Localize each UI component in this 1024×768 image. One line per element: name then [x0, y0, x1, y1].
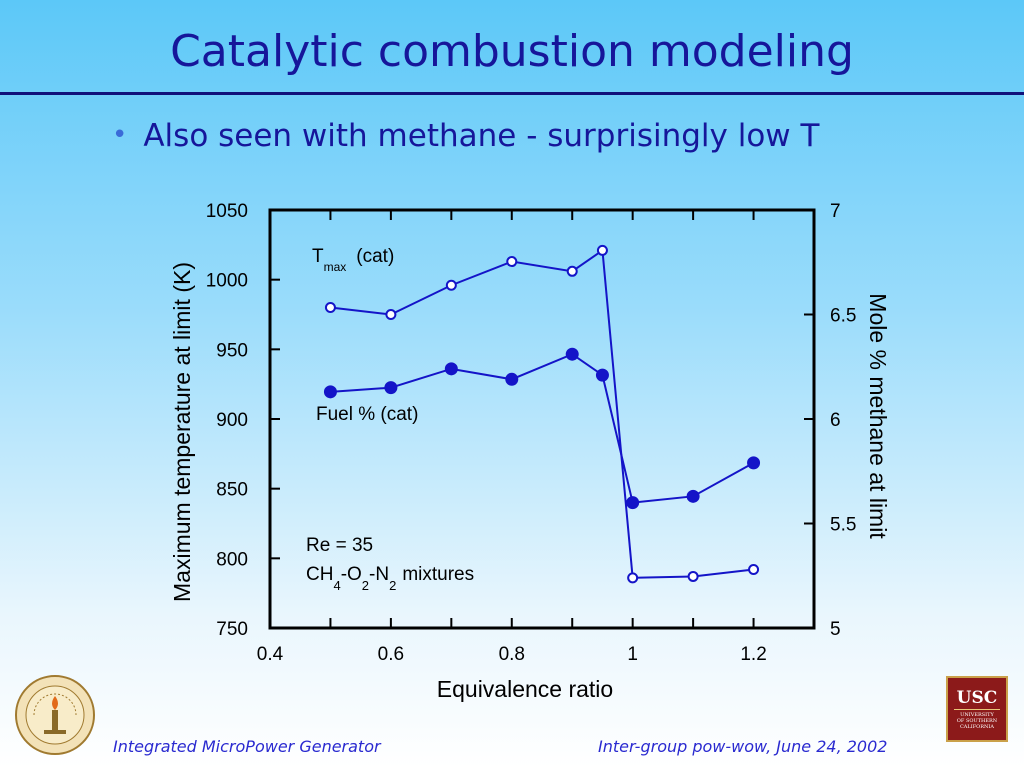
series-1-point: [385, 309, 397, 320]
annotation-tmax: Tmax (cat): [312, 246, 394, 274]
series-2-point: [384, 381, 398, 395]
mix-s1: 4: [333, 578, 340, 593]
mix-c: -N: [369, 564, 389, 585]
x-tick-label: 1.2: [740, 644, 766, 665]
series-2-point: [565, 347, 579, 361]
right-tick-label: 5.5: [830, 515, 856, 536]
series-2-point: [626, 496, 640, 510]
right-tick-label: 7: [830, 201, 841, 222]
y2-axis-label: Mole % methane at limit: [865, 293, 891, 539]
series-1-point: [748, 563, 760, 575]
x-axis-ticks: 0.4 0.6 0.8 1 1.2: [257, 210, 767, 665]
left-tick-label: 850: [216, 480, 248, 501]
caltech-seal-logo: [14, 674, 96, 756]
series-2-point: [323, 385, 337, 399]
usc-logo-text: USC: [956, 687, 998, 708]
left-tick-label: 800: [216, 549, 248, 570]
footer-left: Integrated MicroPower Generator: [113, 737, 381, 756]
usc-logo-line2: OF SOUTHERN: [956, 717, 998, 724]
series-group: [323, 244, 761, 584]
mix-s3: 2: [389, 578, 396, 593]
series-1-point: [596, 244, 608, 256]
annotation-mixture: CH4-O2-N2mixtures: [306, 564, 474, 593]
annotation-tmax-rest: (cat): [356, 246, 394, 267]
mix-a: CH: [306, 564, 333, 585]
right-axis-ticks: 5 5.5 6 6.5 7: [804, 201, 856, 640]
series-1-point: [566, 265, 578, 277]
left-tick-label: 900: [216, 410, 248, 431]
usc-logo-line3: CALIFORNIA: [959, 723, 995, 730]
left-tick-label: 1000: [206, 271, 248, 292]
bullet-icon: •: [112, 120, 128, 150]
right-tick-label: 6.5: [830, 306, 856, 327]
annotation-tmax-sub: max: [324, 260, 347, 274]
x-tick-label: 0.8: [499, 644, 525, 665]
x-tick-label: 1: [627, 644, 638, 665]
annotation-re: Re = 35: [306, 535, 373, 556]
mix-d: mixtures: [402, 564, 474, 585]
series-1-point: [627, 572, 639, 584]
left-tick-label: 1050: [206, 201, 248, 222]
footer-right: Inter-group pow-wow, June 24, 2002: [598, 737, 888, 756]
mix-s2: 2: [362, 578, 369, 593]
usc-logo-line1: UNIVERSITY: [960, 711, 994, 718]
title-divider: [0, 92, 1024, 95]
bullet-text: Also seen with methane - surprisingly lo…: [143, 118, 820, 154]
right-tick-label: 6: [830, 410, 841, 431]
y-axis-label: Maximum temperature at limit (K): [169, 262, 195, 602]
series-2-point: [444, 362, 458, 376]
series-2-point: [747, 456, 761, 470]
series-1-point: [506, 256, 518, 268]
x-tick-label: 0.6: [378, 644, 404, 665]
left-tick-label: 950: [216, 340, 248, 361]
annotation-fuel: Fuel % (cat): [316, 404, 418, 425]
bullet-item: • Also seen with methane - surprisingly l…: [112, 118, 819, 154]
series-2-point: [505, 372, 519, 386]
series-1-point: [445, 279, 457, 291]
series-2-line: [330, 353, 755, 504]
series-2-point: [686, 489, 700, 503]
left-tick-label: 750: [216, 619, 248, 640]
x-axis-label: Equivalence ratio: [437, 676, 613, 702]
series-2-point: [595, 368, 609, 382]
mix-b: -O: [341, 564, 362, 585]
slide-title: Catalytic combustion modeling: [170, 26, 854, 77]
left-axis-ticks: 750 800 850 900 950 1000 1050: [206, 201, 280, 640]
annotation-tmax-main: T: [312, 246, 324, 267]
series-1-point: [324, 302, 336, 314]
right-tick-label: 5: [830, 619, 841, 640]
usc-logo: USC UNIVERSITY OF SOUTHERN CALIFORNIA: [946, 676, 1008, 742]
x-tick-label: 0.4: [257, 644, 284, 665]
usc-logo-divider: [954, 708, 1000, 710]
series-1-point: [687, 570, 699, 582]
